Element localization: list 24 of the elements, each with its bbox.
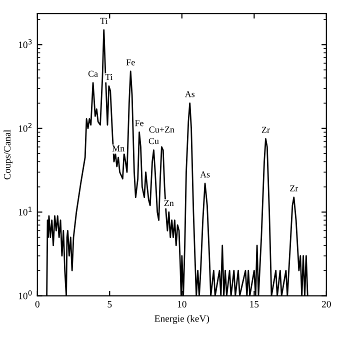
y-tick-label: 10$^{1}$ <box>18 206 32 216</box>
annotation: Cu+Zn <box>149 126 174 133</box>
x-tick-label: 0 <box>35 300 40 308</box>
annotation: Zn <box>164 200 174 206</box>
x-tick-label: 5 <box>108 301 112 308</box>
annotation: Cu <box>148 138 159 144</box>
x-tick-label: 20 <box>322 300 331 308</box>
annotation: Zr <box>262 126 270 133</box>
y-axis-title: Coups/Canal <box>4 130 12 180</box>
annotation: Ca <box>88 70 98 77</box>
annotation: Zr <box>290 185 298 192</box>
annotation: As <box>200 171 210 178</box>
annotation: Ti <box>100 18 108 24</box>
annotation: As <box>184 91 195 98</box>
x-tick-label: 15 <box>250 300 259 308</box>
y-tick-label: 10$^{2}$ <box>18 122 32 132</box>
annotation: Ti <box>105 74 113 80</box>
annotation: Fe <box>135 120 144 126</box>
x-tick-label: 10 <box>178 300 186 308</box>
annotation: Mn <box>112 145 124 152</box>
y-tick-label: 10$^{0}$ <box>18 290 32 300</box>
y-tick-label: 10$^{3}$ <box>18 39 32 48</box>
annotation: Fe <box>126 59 135 66</box>
x-axis-title: Energie (keV) <box>154 315 210 324</box>
